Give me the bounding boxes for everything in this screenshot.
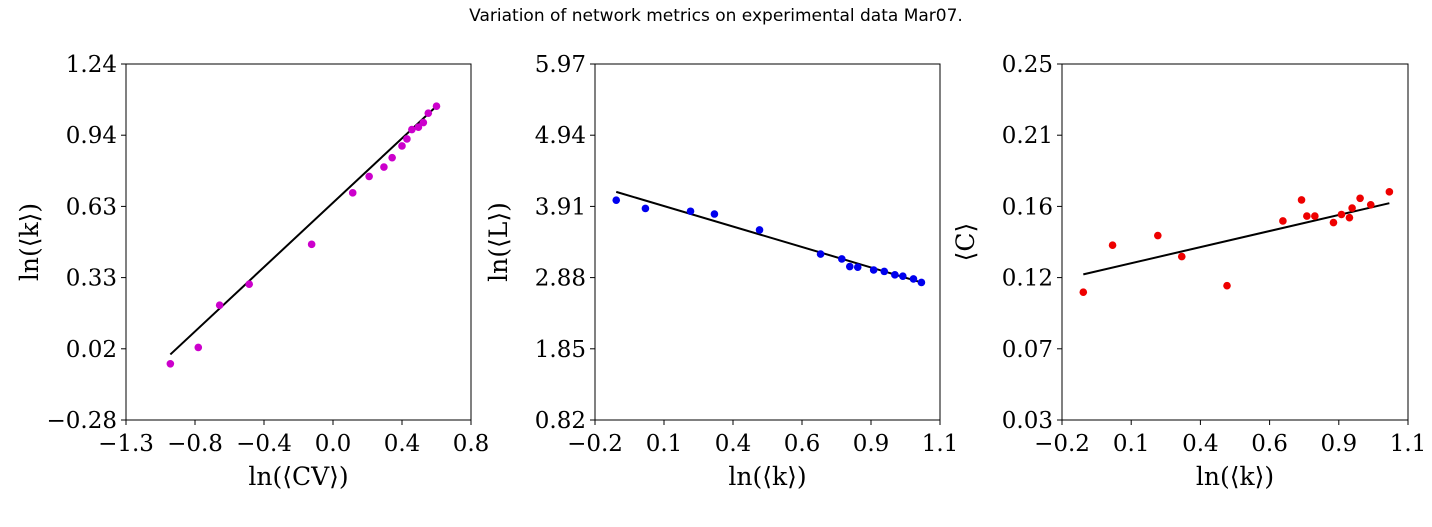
x-tick-label: 0.4	[1182, 431, 1219, 457]
x-tick-label: 0.4	[715, 431, 752, 457]
y-tick-label: 0.16	[1002, 194, 1053, 220]
plot-frame	[594, 63, 941, 421]
x-tick-label: −0.2	[567, 431, 623, 457]
x-axis-label: ln(⟨CV⟩)	[248, 462, 348, 491]
fit-line	[169, 105, 438, 356]
x-tick-label: −1.3	[98, 431, 154, 457]
data-point	[365, 172, 373, 181]
data-point	[869, 266, 878, 274]
y-tick-label: 0.21	[1002, 123, 1053, 149]
data-point	[755, 226, 764, 234]
y-tick-label: 0.63	[66, 194, 117, 220]
data-point	[403, 135, 411, 143]
data-point	[1279, 217, 1287, 225]
data-point	[1366, 200, 1375, 209]
y-tick-label: 0.07	[1002, 337, 1053, 363]
data-point	[194, 343, 203, 352]
data-point	[215, 301, 224, 310]
chart-panel-3: −0.2 0.1 0.4 0.6 0.9 1.1 0.03 0.07 0.12 0.16 0.21 0…	[951, 52, 1426, 491]
data-point	[1303, 212, 1311, 220]
data-point	[1329, 218, 1338, 227]
figure-title: Variation of network metrics on experime…	[469, 6, 963, 26]
y-tick-label: 3.91	[535, 194, 586, 220]
data-point	[917, 278, 926, 287]
data-point	[1356, 194, 1364, 203]
y-tick-label: 1.24	[66, 52, 117, 78]
x-tick-label: 0.9	[853, 431, 890, 457]
x-tick-label: 1.1	[922, 431, 959, 457]
x-tick-label: 0.0	[315, 431, 352, 457]
plot-frame	[125, 63, 472, 421]
y-tick-label: 4.94	[535, 123, 586, 149]
y-axis-label: ln(⟨k⟩)	[15, 203, 44, 281]
data-point	[641, 204, 650, 213]
y-tick-label: 1.85	[535, 337, 586, 363]
data-point	[424, 109, 433, 117]
x-tick-label: 0.9	[1321, 431, 1358, 457]
data-point	[1154, 231, 1162, 240]
x-axis-label: ln(⟨k⟩)	[1196, 462, 1274, 491]
x-tick-label: −0.4	[236, 431, 292, 457]
data-point	[348, 189, 357, 197]
y-tick-label: 0.82	[535, 408, 586, 434]
plot-frame	[1061, 63, 1409, 421]
x-tick-label: 0.6	[1251, 431, 1288, 457]
x-axis-label: ln(⟨k⟩)	[728, 462, 806, 491]
data-point	[838, 255, 846, 263]
x-tick-label: 0.4	[384, 431, 421, 457]
data-point	[414, 123, 423, 132]
y-tick-label: 0.94	[66, 123, 117, 149]
data-point	[1108, 241, 1117, 250]
x-tick-label: 0.1	[1113, 431, 1150, 457]
y-tick-label: 0.25	[1002, 52, 1053, 78]
x-tick-label: 0.6	[784, 431, 821, 457]
data-point	[909, 275, 918, 283]
data-point	[408, 125, 416, 134]
data-point	[1177, 252, 1186, 261]
x-tick-label: −0.2	[1034, 431, 1090, 457]
data-point	[891, 271, 899, 279]
data-point	[1079, 288, 1088, 296]
data-point	[1223, 281, 1231, 290]
data-point	[432, 102, 441, 110]
data-point	[880, 267, 889, 276]
x-tick-label: 0.1	[646, 431, 683, 457]
data-point	[710, 210, 719, 218]
data-point	[398, 142, 406, 150]
x-tick-label: 0.8	[453, 431, 490, 457]
data-point	[166, 359, 175, 368]
data-point	[307, 240, 316, 249]
data-point	[853, 263, 862, 272]
data-point	[816, 250, 825, 258]
data-point	[1345, 213, 1354, 222]
y-axis-label: ⟨C⟩	[951, 223, 980, 262]
data-point	[1337, 210, 1346, 219]
data-point	[419, 118, 428, 127]
y-tick-label: 5.97	[535, 52, 586, 78]
x-tick-label: −0.8	[167, 431, 223, 457]
data-point	[1297, 196, 1306, 204]
data-point	[1348, 204, 1356, 212]
data-point	[1311, 212, 1319, 220]
data-point	[1385, 188, 1394, 196]
fit-line	[615, 190, 922, 284]
data-point	[245, 280, 254, 288]
data-point	[388, 153, 396, 162]
y-tick-label: 0.03	[1002, 408, 1053, 434]
y-tick-label: 2.88	[535, 266, 586, 292]
y-tick-label: 0.02	[66, 337, 117, 363]
y-tick-label: 0.33	[66, 266, 117, 292]
data-point	[612, 196, 621, 204]
data-point	[899, 272, 907, 281]
chart-panel-2: −0.2 0.1 0.4 0.6 0.9 1.1 0.82 1.85 2.88 3.91 4.94 5…	[484, 52, 958, 491]
x-tick-label: 1.1	[1390, 431, 1427, 457]
y-axis-label: ln(⟨L⟩)	[484, 202, 513, 282]
chart-panel-1: −1.3 −0.8 −0.4 0.0 0.4 0.8 −0.28 0.02 0.33 0.63 0.…	[15, 52, 489, 491]
data-point	[380, 163, 388, 171]
data-point	[686, 207, 695, 216]
y-tick-label: −0.28	[47, 408, 117, 434]
y-tick-label: 0.12	[1002, 266, 1053, 292]
data-point	[845, 262, 854, 271]
